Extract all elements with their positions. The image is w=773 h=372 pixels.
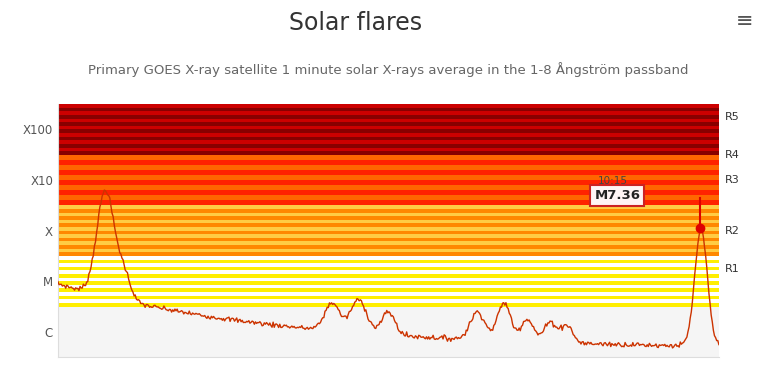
Bar xyxy=(58,278,719,281)
Bar xyxy=(58,104,719,108)
Bar xyxy=(58,245,719,249)
Text: ≡: ≡ xyxy=(736,11,754,31)
Bar xyxy=(58,274,719,278)
Bar xyxy=(58,126,719,129)
Bar xyxy=(58,119,719,122)
Title: Primary GOES X-ray satellite 1 minute solar X-rays average in the 1-8 Ångström p: Primary GOES X-ray satellite 1 minute so… xyxy=(88,62,689,77)
Text: 10:15: 10:15 xyxy=(598,176,628,186)
Bar xyxy=(58,195,719,200)
Text: Solar flares: Solar flares xyxy=(289,11,422,35)
Bar xyxy=(58,212,719,216)
Bar xyxy=(58,281,719,285)
Bar xyxy=(58,148,719,151)
Bar xyxy=(58,190,719,195)
Bar xyxy=(58,267,719,270)
Bar xyxy=(58,296,719,299)
Bar xyxy=(58,263,719,267)
Text: R3: R3 xyxy=(724,175,739,185)
Bar xyxy=(58,180,719,185)
Bar xyxy=(58,224,719,227)
Bar xyxy=(58,249,719,252)
Text: R2: R2 xyxy=(724,226,739,235)
Text: M7.36: M7.36 xyxy=(594,189,640,202)
Bar xyxy=(58,209,719,212)
Bar xyxy=(58,260,719,263)
Bar xyxy=(58,175,719,180)
Bar xyxy=(58,216,719,220)
Bar xyxy=(58,252,719,256)
Bar xyxy=(58,205,719,209)
Bar xyxy=(58,144,719,148)
Bar xyxy=(58,133,719,137)
Bar xyxy=(58,165,719,170)
Bar xyxy=(58,299,719,303)
Bar xyxy=(58,200,719,205)
Bar xyxy=(58,137,719,140)
Bar xyxy=(58,170,719,175)
Bar xyxy=(58,234,719,238)
Bar xyxy=(58,122,719,126)
Text: R4: R4 xyxy=(724,150,739,160)
Text: R1: R1 xyxy=(724,264,739,273)
Bar xyxy=(58,238,719,241)
Text: R5: R5 xyxy=(724,112,739,122)
Bar xyxy=(58,155,719,160)
Bar xyxy=(58,129,719,133)
Bar xyxy=(58,288,719,292)
Bar xyxy=(58,303,719,307)
Bar xyxy=(58,227,719,231)
Bar xyxy=(58,241,719,245)
Bar xyxy=(58,108,719,111)
Bar xyxy=(58,270,719,274)
Bar xyxy=(58,307,719,357)
Bar xyxy=(58,151,719,155)
Bar xyxy=(58,285,719,288)
Bar xyxy=(58,160,719,165)
Bar xyxy=(58,231,719,234)
Bar xyxy=(58,220,719,224)
Bar xyxy=(58,185,719,190)
Bar xyxy=(58,140,719,144)
Bar xyxy=(58,111,719,115)
Bar xyxy=(58,256,719,260)
Bar xyxy=(58,115,719,119)
Bar xyxy=(58,292,719,296)
